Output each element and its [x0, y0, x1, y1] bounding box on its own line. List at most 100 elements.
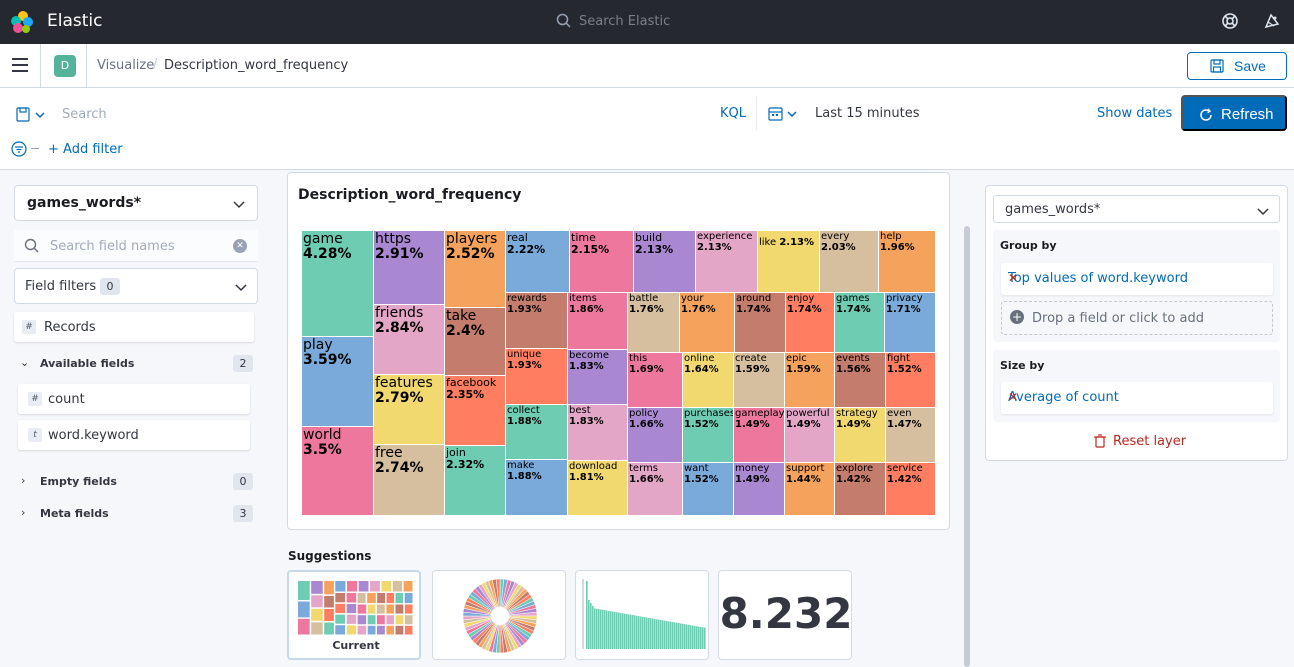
size-by-dimension[interactable]: Average of count ✕ [1001, 382, 1273, 414]
group-by-dimension[interactable]: Top values of word.keyword ✕ [1001, 263, 1273, 295]
layer-index-pattern-select[interactable]: games_words* [993, 195, 1280, 223]
help-lifebuoy-icon[interactable] [1221, 12, 1239, 30]
field-search-input[interactable]: Search field names ✕ [14, 230, 258, 262]
treemap-cell-take[interactable]: take 2.4% [445, 308, 506, 376]
suggestion-current[interactable]: Current [287, 570, 421, 660]
refresh-button[interactable]: Refresh [1181, 95, 1287, 131]
save-button[interactable]: Save [1187, 52, 1287, 80]
treemap-cell-rewards[interactable]: rewards 1.93% [506, 293, 568, 349]
treemap-cell-games[interactable]: games 1.74% [835, 293, 885, 353]
show-dates-button[interactable]: Show dates [1097, 106, 1173, 121]
chevron-right-icon[interactable]: › [21, 506, 26, 519]
treemap-cell-like[interactable]: like 2.13% [758, 231, 820, 293]
chevron-down-icon[interactable]: ⌄ [20, 356, 30, 369]
empty-fields-toggle[interactable]: Empty fields [40, 475, 117, 488]
newsfeed-icon[interactable] [1263, 12, 1281, 30]
treemap-cell-fight[interactable]: fight 1.52% [886, 353, 936, 408]
treemap-cell-https[interactable]: https 2.91% [374, 231, 445, 305]
time-range-display[interactable]: Last 15 minutes [815, 106, 920, 121]
treemap-cell-help[interactable]: help 1.96% [879, 231, 936, 293]
treemap-cell-join[interactable]: join 2.32% [445, 446, 506, 516]
treemap-cell-word: your [681, 293, 704, 304]
remove-icon[interactable]: ✕ [1008, 390, 1019, 404]
breadcrumb-visualize[interactable]: Visualize [97, 58, 155, 73]
clear-icon[interactable]: ✕ [233, 239, 247, 253]
treemap-cell-build[interactable]: build 2.13% [634, 231, 696, 293]
treemap-cell-features[interactable]: features 2.79% [374, 375, 445, 445]
treemap-cell-percent: 1.86% [569, 303, 604, 315]
index-pattern-select[interactable]: games_words* [14, 185, 258, 221]
treemap-cell-strategy[interactable]: strategy 1.49% [835, 408, 886, 463]
treemap-cell-collect[interactable]: collect 1.88% [506, 405, 568, 460]
suggestion-pie[interactable] [432, 570, 566, 660]
drop-field-zone[interactable]: + Drop a field or click to add [1001, 301, 1273, 335]
treemap-cell-enjoy[interactable]: enjoy 1.74% [786, 293, 835, 353]
treemap-cell-percent: 1.42% [887, 473, 922, 485]
treemap-cell-friends[interactable]: friends 2.84% [374, 305, 445, 375]
remove-icon[interactable]: ✕ [1008, 271, 1019, 285]
field-item-word-keyword[interactable]: t word.keyword [18, 420, 250, 450]
drop-field-label: Drop a field or click to add [1032, 311, 1204, 326]
treemap-cell-epic[interactable]: epic 1.59% [785, 353, 835, 408]
global-search[interactable]: Search Elastic [554, 10, 854, 34]
treemap-cell-battle[interactable]: battle 1.76% [628, 293, 680, 353]
treemap-cell-players[interactable]: players 2.52% [445, 231, 506, 308]
treemap-cell-powerful[interactable]: powerful 1.49% [785, 408, 835, 463]
treemap-chart[interactable]: game 4.28% play 3.59% world 3.5% https 2.91% fri… [302, 231, 936, 516]
treemap-cell-items[interactable]: items 1.86% [568, 293, 628, 350]
add-filter-button[interactable]: + Add filter [48, 142, 123, 157]
brand-name[interactable]: Elastic [47, 11, 103, 31]
treemap-cell-privacy[interactable]: privacy 1.71% [885, 293, 936, 353]
treemap-cell-download[interactable]: download 1.81% [568, 461, 628, 516]
meta-fields-toggle[interactable]: Meta fields [40, 507, 109, 520]
space-avatar[interactable]: D [54, 55, 76, 77]
treemap-cell-real[interactable]: real 2.22% [506, 231, 570, 293]
treemap-cell-around[interactable]: around 1.74% [735, 293, 786, 353]
treemap-cell-unique[interactable]: unique 1.93% [506, 349, 568, 405]
treemap-cell-world[interactable]: world 3.5% [302, 427, 374, 516]
treemap-cell-free[interactable]: free 2.74% [374, 445, 445, 516]
treemap-cell-word: rewards [507, 293, 547, 304]
query-language-button[interactable]: KQL [720, 106, 746, 121]
treemap-cell-purchases[interactable]: purchases 1.52% [683, 408, 734, 463]
treemap-cell-become[interactable]: become 1.83% [568, 350, 628, 405]
treemap-cell-play[interactable]: play 3.59% [302, 337, 374, 427]
calendar-icon[interactable] [768, 106, 800, 122]
field-item-records[interactable]: # Records [14, 312, 254, 342]
suggestion-metric[interactable]: 8.232 [718, 570, 852, 660]
treemap-cell-events[interactable]: events 1.56% [835, 353, 886, 408]
workspace-scrollbar[interactable] [964, 226, 970, 667]
query-search-input[interactable]: Search [62, 107, 107, 122]
treemap-cell-every[interactable]: every 2.03% [820, 231, 879, 293]
treemap-cell-online[interactable]: online 1.64% [683, 353, 734, 408]
available-fields-toggle[interactable]: Available fields [40, 357, 135, 370]
treemap-cell-terms[interactable]: terms 1.66% [628, 463, 683, 516]
menu-toggle-button[interactable] [12, 58, 28, 72]
treemap-cell-make[interactable]: make 1.88% [506, 460, 568, 516]
treemap-cell-best[interactable]: best 1.83% [568, 405, 628, 461]
field-item-count[interactable]: # count [18, 384, 250, 414]
suggestion-bar[interactable] [575, 570, 709, 660]
treemap-cell-gameplay[interactable]: gameplay 1.49% [734, 408, 785, 463]
treemap-cell-service[interactable]: service 1.42% [886, 463, 936, 516]
treemap-cell-money[interactable]: money 1.49% [734, 463, 785, 516]
treemap-cell-even[interactable]: even 1.47% [886, 408, 936, 463]
reset-layer-button[interactable]: Reset layer [1093, 434, 1186, 449]
treemap-cell-game[interactable]: game 4.28% [302, 231, 374, 337]
field-filters-button[interactable]: Field filters 0 [14, 268, 258, 304]
treemap-cell-experience[interactable]: experience 2.13% [696, 231, 758, 293]
treemap-cell-want[interactable]: want 1.52% [683, 463, 734, 516]
chevron-right-icon[interactable]: › [21, 474, 26, 487]
treemap-cell-time[interactable]: time 2.15% [570, 231, 634, 293]
treemap-cell-support[interactable]: support 1.44% [785, 463, 835, 516]
treemap-cell-facebook[interactable]: facebook 2.35% [445, 376, 506, 446]
elastic-logo-icon[interactable] [10, 10, 34, 34]
treemap-cell-create[interactable]: create 1.59% [734, 353, 785, 408]
treemap-cell-this[interactable]: this 1.69% [628, 353, 683, 408]
treemap-cell-percent: 1.66% [629, 418, 664, 430]
filter-icon[interactable] [11, 141, 27, 157]
treemap-cell-policy[interactable]: policy 1.66% [628, 408, 683, 463]
treemap-cell-explore[interactable]: explore 1.42% [835, 463, 886, 516]
treemap-cell-your[interactable]: your 1.76% [680, 293, 735, 353]
saved-query-menu-icon[interactable] [16, 107, 48, 123]
